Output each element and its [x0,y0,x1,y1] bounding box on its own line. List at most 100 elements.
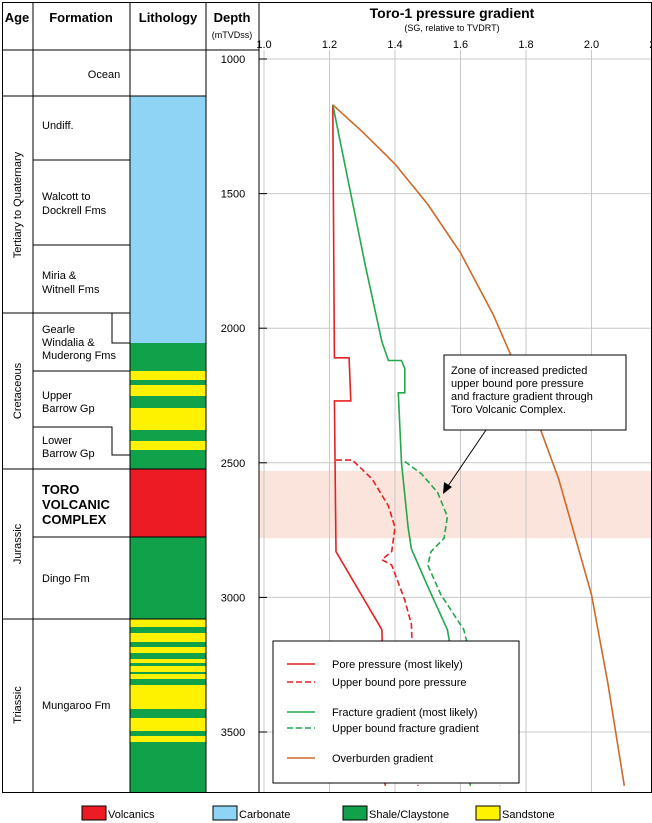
header-age: Age [5,10,30,25]
litho-sand [130,633,206,642]
litho-shale [130,653,206,659]
legend-label: Upper bound fracture gradient [332,723,479,735]
litho-shale [130,748,206,792]
age-jurassic: Jurassic [12,523,24,564]
litho-sand [130,441,206,450]
lithology-legend-label: Shale/Claystone [369,809,449,821]
y-tick-label: 2000 [221,323,245,335]
formation-gearle-line1: Gearle [42,324,75,336]
formation-undiff: Undiff. [42,120,74,132]
litho-sand [130,718,206,731]
formation-rule-gearle [33,312,130,344]
formation-lower-barrow-line1: Lower [42,435,72,447]
lithology-column [130,96,206,792]
age-tertiary-quaternary: Tertiary to Quaternary [12,151,24,258]
formation-mungaroo: Mungaroo Fm [42,700,110,712]
formation-walcott-line1: Walcott to [42,191,91,203]
formation-toro-line3: COMPLEX [42,512,107,527]
series-line [336,459,419,786]
x-tick-labels: 1.0 1.2 1.4 1.6 1.8 2.0 2.2 [256,39,652,51]
formation-upper-barrow-line1: Upper [42,390,72,402]
annotation-line: Toro Volcanic Complex. [451,404,566,416]
litho-shale [130,450,206,469]
y-tick-label: 2500 [221,458,245,470]
litho-mungaroo-stripes [130,619,206,792]
formation-upper-barrow-line2: Barrow Gp [42,403,95,415]
litho-sand [130,659,206,663]
annotation-line: upper bound pore pressure [451,378,584,390]
lithology-legend-swatch [212,805,238,821]
litho-shale [130,709,206,718]
x-tick-label: 1.0 [256,39,271,51]
x-tick-label: 2.0 [584,39,599,51]
litho-sand [130,666,206,672]
legend-label: Overburden gradient [332,753,433,765]
litho-shale [130,731,206,736]
litho-sand [130,371,206,380]
litho-sand [130,685,206,709]
lithology-legend-label: Volcanics [108,809,155,821]
litho-sand [130,385,206,396]
litho-sand [130,619,206,627]
series-lines [332,104,626,786]
y-tick-label: 1000 [221,54,245,66]
series-line [332,104,472,786]
litho-shale [130,679,206,685]
litho-shale [130,642,206,647]
age-triassic: Triassic [12,686,24,724]
litho-shale [130,396,206,408]
legend-label: Pore pressure (most likely) [332,659,463,671]
lithology-legend-label: Sandstone [502,809,555,821]
litho-sand [130,674,206,679]
chart-subtitle: (SG, relative to TVDRT) [404,23,499,33]
series-line [332,104,626,786]
x-tick-label: 1.6 [453,39,468,51]
header-lithology: Lithology [139,10,198,25]
lithology-legend: Volcanics Carbonate Shale/Claystone Sandsto… [81,805,555,821]
y-tick-labels: 1000 1500 2000 2500 3000 3500 [221,54,245,739]
series-line [332,104,386,786]
y-tick-label: 3500 [221,727,245,739]
litho-sand [130,647,206,653]
formation-toro-line1: TORO [42,482,79,497]
formation-gearle-line2: Windalia & [42,337,95,349]
lithology-legend-swatch [475,805,501,821]
formation-rule-lower [33,426,130,456]
formation-lower-barrow-line2: Barrow Gp [42,448,95,460]
lithology-legend-label: Carbonate [239,809,290,821]
x-tick-label: 1.4 [387,39,402,51]
annotation-arrow [447,429,487,487]
annotation-box [443,354,627,431]
chart-legend: Pore pressure (most likely) Upper bound p… [272,640,520,784]
age-cretaceous: Cretaceous [12,362,24,419]
legend-label: Upper bound pore pressure [332,677,467,689]
litho-sand [130,736,206,742]
litho-carbonate [130,96,206,343]
annotation-line: Zone of increased predicted [451,365,587,377]
formation-walcott-line2: Dockrell Fms [42,205,107,217]
x-tick-label: 2.2 [649,39,652,51]
litho-shale [130,627,206,633]
litho-shale [130,380,206,385]
annotation-line: and fracture gradient through [451,391,593,403]
annotation: Zone of increased predicted upper bound … [443,354,627,494]
lithology-legend-swatch [342,805,368,821]
litho-shale [130,663,206,666]
header-depth: Depth [214,10,251,25]
litho-shale [130,672,206,674]
lithology-legend-swatch [81,805,107,821]
litho-shale [130,430,206,441]
formation-ocean: Ocean [88,69,120,81]
litho-shale [130,343,206,371]
legend-label: Fracture gradient (most likely) [332,707,478,719]
litho-volcanics [130,469,206,537]
y-tick-label: 1500 [221,189,245,201]
litho-shale [130,537,206,619]
formation-miria-line2: Witnell Fms [42,284,100,296]
formation-toro-line2: VOLCANIC [42,497,111,512]
x-tick-label: 1.8 [518,39,533,51]
annotation-arrowhead [443,482,452,494]
formation-gearle-line3: Muderong Fms [42,350,116,362]
highlight-zone [259,470,652,539]
